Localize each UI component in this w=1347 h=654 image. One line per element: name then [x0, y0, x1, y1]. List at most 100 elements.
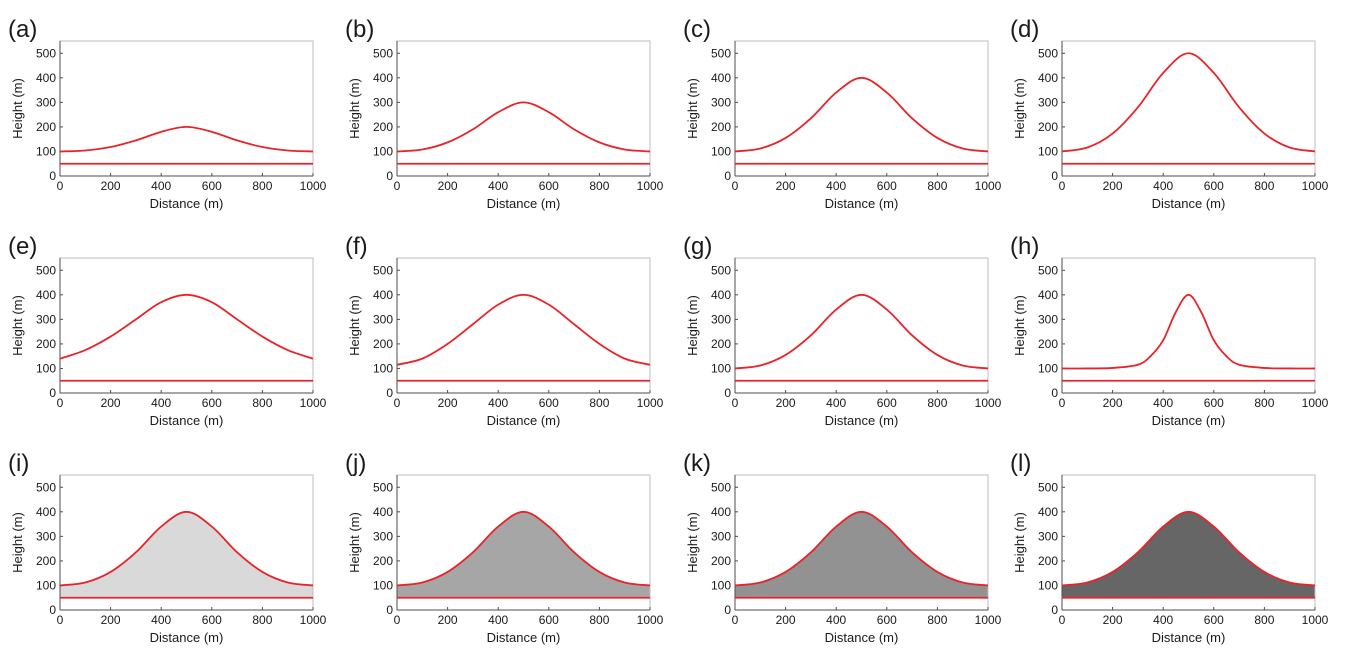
x-tick-label: 200: [101, 179, 121, 193]
chart-panel-j: 0 200 400 600 800 1000 0 100 200 300 400 500 Distanc…: [345, 450, 664, 645]
y-tick-label: 300: [373, 312, 393, 326]
terrain-fill-area: [60, 511, 313, 598]
x-tick-label: 0: [1059, 179, 1066, 193]
y-tick-label: 400: [373, 71, 393, 85]
y-tick-label: 100: [36, 144, 56, 158]
y-tick-label: 500: [711, 263, 731, 277]
y-tick-label: 100: [711, 578, 731, 592]
x-tick-label: 800: [927, 396, 947, 410]
terrain-profile-line: [1061, 52, 1316, 153]
terrain-profile-line: [59, 510, 314, 587]
y-axis-label: Height (m): [685, 512, 700, 573]
y-tick-label: 0: [386, 169, 393, 183]
chart-panel-g: 0 200 400 600 800 1000 0 100 200 300 400 500 Distanc…: [683, 233, 1002, 428]
x-tick-label: 200: [1103, 396, 1123, 410]
x-tick-label: 600: [877, 613, 897, 627]
x-tick-label: 1000: [1302, 613, 1329, 627]
x-tick-label: 600: [202, 613, 222, 627]
plot-frame: [59, 257, 314, 394]
y-axis-label: Height (m): [1012, 78, 1027, 139]
y-tick-label: 0: [1051, 386, 1058, 400]
terrain-fill-area: [735, 511, 988, 598]
x-tick-label: 800: [252, 613, 272, 627]
terrain-profile-line: [396, 510, 651, 587]
x-axis-label: Distance (m): [1152, 413, 1226, 428]
y-tick-label: 500: [36, 480, 56, 494]
x-tick-label: 200: [438, 179, 458, 193]
x-tick-label: 400: [488, 613, 508, 627]
terrain-profile-line: [396, 293, 651, 366]
x-tick-label: 200: [101, 396, 121, 410]
x-tick-label: 1000: [637, 396, 664, 410]
terrain-profile-line: [1061, 510, 1316, 587]
y-axis-label: Height (m): [1012, 295, 1027, 356]
x-tick-label: 1000: [975, 396, 1002, 410]
terrain-profile-line: [1061, 293, 1316, 370]
y-tick-label: 0: [49, 169, 56, 183]
x-tick-label: 800: [1254, 179, 1274, 193]
y-axis-label: Height (m): [1012, 512, 1027, 573]
y-tick-label: 500: [711, 480, 731, 494]
y-tick-label: 500: [373, 263, 393, 277]
x-tick-label: 400: [1153, 613, 1173, 627]
y-tick-label: 300: [711, 312, 731, 326]
x-tick-label: 0: [1059, 396, 1066, 410]
x-tick-label: 200: [101, 613, 121, 627]
terrain-profile-line: [734, 510, 989, 587]
terrain-profile-line: [59, 126, 314, 153]
chart-panel-e: 0 200 400 600 800 1000 0 100 200 300 400 500 Distanc…: [8, 233, 327, 428]
x-tick-label: 0: [1059, 613, 1066, 627]
x-axis-label: Distance (m): [487, 196, 561, 211]
x-tick-label: 0: [732, 613, 739, 627]
y-axis-label: Height (m): [685, 78, 700, 139]
y-tick-label: 300: [373, 95, 393, 109]
x-axis-label: Distance (m): [825, 630, 899, 645]
terrain-profile-line: [734, 76, 989, 153]
y-tick-label: 100: [36, 578, 56, 592]
panel-label: (d): [1010, 16, 1039, 43]
x-tick-label: 200: [438, 613, 458, 627]
y-tick-label: 500: [373, 46, 393, 60]
terrain-profile-line: [59, 293, 314, 360]
x-tick-label: 800: [252, 396, 272, 410]
x-tick-label: 400: [1153, 179, 1173, 193]
y-axis-label: Height (m): [10, 295, 25, 356]
plot-frame: [1061, 257, 1316, 394]
y-tick-label: 200: [1038, 554, 1058, 568]
y-tick-label: 100: [1038, 144, 1058, 158]
x-tick-label: 600: [877, 179, 897, 193]
x-tick-label: 200: [776, 613, 796, 627]
panel-label: (j): [345, 450, 366, 477]
y-tick-label: 100: [711, 144, 731, 158]
y-tick-label: 200: [36, 337, 56, 351]
x-tick-label: 400: [151, 396, 171, 410]
x-tick-label: 400: [826, 396, 846, 410]
y-tick-label: 200: [373, 337, 393, 351]
x-tick-label: 400: [488, 179, 508, 193]
x-tick-label: 600: [539, 613, 559, 627]
x-tick-label: 1000: [300, 613, 327, 627]
x-tick-label: 0: [732, 179, 739, 193]
y-tick-label: 300: [711, 529, 731, 543]
y-tick-label: 400: [711, 505, 731, 519]
panel-label: (l): [1010, 450, 1031, 477]
y-tick-label: 300: [1038, 95, 1058, 109]
terrain-profile-line: [734, 293, 989, 370]
x-tick-label: 600: [877, 396, 897, 410]
y-tick-label: 400: [373, 505, 393, 519]
x-tick-label: 200: [1103, 179, 1123, 193]
panel-label: (b): [345, 16, 374, 43]
chart-panel-i: 0 200 400 600 800 1000 0 100 200 300 400 500 Distanc…: [8, 450, 327, 645]
x-tick-label: 200: [776, 396, 796, 410]
y-tick-label: 0: [724, 603, 731, 617]
y-tick-label: 100: [373, 361, 393, 375]
y-tick-label: 0: [724, 169, 731, 183]
y-tick-label: 400: [36, 505, 56, 519]
y-axis-label: Height (m): [347, 295, 362, 356]
y-tick-label: 0: [724, 386, 731, 400]
plot-frame: [734, 257, 989, 394]
y-tick-label: 400: [36, 71, 56, 85]
chart-panel-a: 0 200 400 600 800 1000 0 100 200 300 400 500 Distanc…: [8, 16, 327, 211]
x-tick-label: 400: [826, 613, 846, 627]
